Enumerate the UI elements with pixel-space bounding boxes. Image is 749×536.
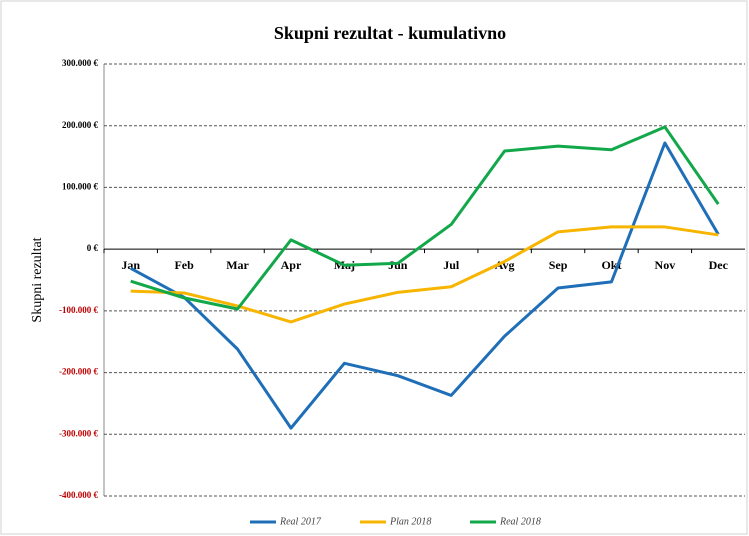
y-tick-label: -300.000 € bbox=[59, 428, 98, 438]
y-tick-label: 100.000 € bbox=[62, 181, 99, 191]
y-axis-title: Skupni rezultat bbox=[30, 237, 45, 322]
y-tick-label: -100.000 € bbox=[59, 305, 98, 315]
x-tick-label: Dec bbox=[709, 258, 729, 272]
legend-label: Plan 2018 bbox=[389, 516, 431, 527]
y-tick-label: -200.000 € bbox=[59, 367, 98, 377]
legend-label: Real 2018 bbox=[499, 516, 541, 527]
x-tick-label: Apr bbox=[281, 258, 302, 272]
legend-label: Real 2017 bbox=[279, 516, 322, 527]
chart: Skupni rezultat - kumulativno Skupni rez… bbox=[0, 0, 749, 536]
chart-title: Skupni rezultat - kumulativno bbox=[274, 23, 506, 43]
chart-border bbox=[1, 1, 747, 534]
x-tick-label: Jul bbox=[443, 258, 460, 272]
y-tick-label: 0 € bbox=[87, 243, 99, 253]
y-tick-label: -400.000 € bbox=[59, 490, 98, 500]
x-tick-label: Nov bbox=[655, 258, 676, 272]
page: Skupni rezultat - kumulativno Skupni rez… bbox=[0, 0, 749, 536]
x-tick-label: Feb bbox=[174, 258, 194, 272]
y-tick-label: 200.000 € bbox=[62, 120, 99, 130]
x-tick-label: Sep bbox=[549, 258, 568, 272]
y-tick-label: 300.000 € bbox=[62, 58, 99, 68]
x-tick-label: Mar bbox=[226, 258, 249, 272]
